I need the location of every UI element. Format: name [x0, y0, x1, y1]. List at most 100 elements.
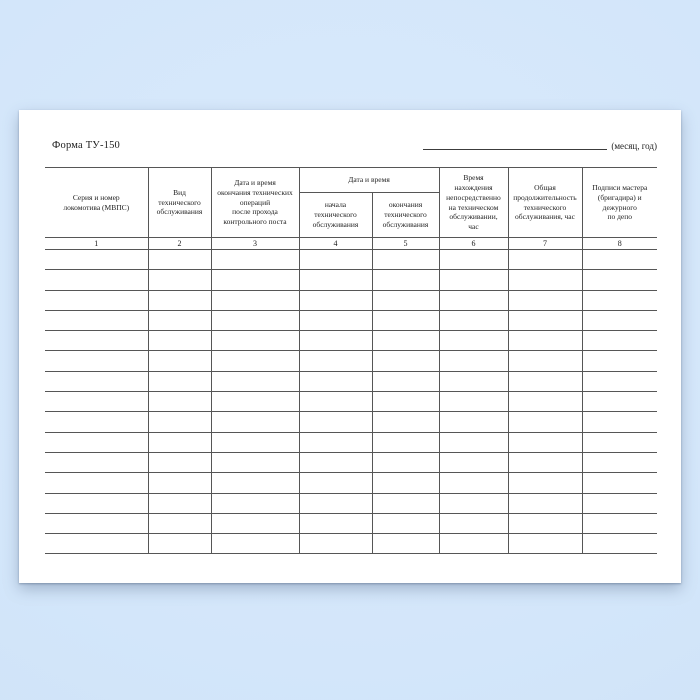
col-header-signatures: Подписи мастера (бригадира) и дежурного …: [581, 167, 657, 238]
empty-cell: [298, 411, 373, 433]
empty-cell: [507, 411, 583, 433]
empty-cell: [147, 370, 212, 393]
empty-cell: [210, 512, 300, 535]
column-number: 5: [371, 237, 440, 250]
column-number: 7: [507, 237, 583, 250]
col-header-maintenance-start: начала технического обслуживания: [298, 192, 373, 238]
empty-cell: [45, 451, 149, 474]
column-number: 8: [581, 237, 657, 250]
empty-cell: [210, 492, 300, 514]
table-row: [45, 350, 657, 372]
empty-cell: [507, 289, 583, 311]
empty-cell: [507, 533, 583, 555]
empty-cell: [210, 391, 300, 413]
col-header-service-type: Вид технического обслуживания: [147, 167, 212, 238]
empty-cell: [298, 492, 373, 514]
empty-cell: [298, 248, 373, 271]
empty-cell: [507, 492, 583, 514]
empty-cell: [147, 431, 212, 453]
empty-cell: [371, 350, 440, 372]
empty-cell: [581, 289, 657, 311]
empty-cell: [210, 289, 300, 311]
empty-cell: [581, 350, 657, 372]
empty-cell: [371, 309, 440, 332]
empty-cell: [45, 512, 149, 535]
empty-cell: [45, 289, 149, 311]
empty-cell: [438, 248, 509, 271]
empty-cell: [581, 248, 657, 271]
table-row: [45, 370, 657, 393]
empty-cell: [147, 451, 212, 474]
table-row: [45, 472, 657, 494]
empty-cell: [45, 411, 149, 433]
empty-cell: [581, 309, 657, 332]
table-row: [45, 533, 657, 555]
empty-cell: [210, 472, 300, 494]
empty-cell: [507, 370, 583, 393]
empty-cell: [147, 330, 212, 352]
empty-cell: [438, 391, 509, 413]
table-row: [45, 492, 657, 514]
empty-cell: [147, 512, 212, 535]
empty-cell: [438, 431, 509, 453]
table-row: [45, 289, 657, 311]
empty-cell: [581, 411, 657, 433]
empty-cell: [507, 451, 583, 474]
empty-cell: [45, 533, 149, 555]
empty-cell: [210, 370, 300, 393]
empty-cell: [438, 309, 509, 332]
empty-cell: [507, 350, 583, 372]
empty-cell: [507, 512, 583, 535]
empty-cell: [507, 269, 583, 291]
empty-cell: [147, 411, 212, 433]
empty-cell: [581, 512, 657, 535]
empty-cell: [371, 451, 440, 474]
table-row: [45, 512, 657, 535]
empty-cell: [147, 269, 212, 291]
column-number: 4: [298, 237, 373, 250]
empty-cell: [581, 269, 657, 291]
empty-cell: [147, 472, 212, 494]
empty-cell: [371, 289, 440, 311]
empty-cell: [507, 472, 583, 494]
empty-cell: [298, 431, 373, 453]
empty-cell: [298, 391, 373, 413]
maintenance-table: Серия и номер локомотива (МВПС) Вид техн…: [45, 167, 657, 555]
empty-cell: [581, 431, 657, 453]
empty-cell: [298, 370, 373, 393]
empty-cell: [45, 330, 149, 352]
empty-cell: [371, 269, 440, 291]
empty-cell: [210, 350, 300, 372]
empty-cell: [298, 269, 373, 291]
col-header-locomotive-series: Серия и номер локомотива (МВПС): [45, 167, 149, 238]
empty-cell: [147, 350, 212, 372]
empty-cell: [438, 492, 509, 514]
empty-cell: [210, 269, 300, 291]
empty-cell: [438, 269, 509, 291]
empty-cell: [147, 289, 212, 311]
table-header: Серия и номер локомотива (МВПС) Вид техн…: [45, 167, 657, 250]
empty-cell: [581, 330, 657, 352]
empty-cell: [438, 330, 509, 352]
empty-cell: [210, 431, 300, 453]
table-row: [45, 431, 657, 453]
empty-cell: [438, 533, 509, 555]
group-header-date-time: Дата и время: [298, 167, 440, 193]
column-numbers-row: 1 2 3 4 5 6 7 8: [45, 237, 657, 250]
empty-cell: [371, 330, 440, 352]
period-field: (месяц, год): [423, 137, 657, 151]
empty-cell: [371, 391, 440, 413]
empty-cell: [371, 472, 440, 494]
empty-cell: [45, 370, 149, 393]
empty-cell: [438, 512, 509, 535]
column-number: 6: [438, 237, 509, 250]
empty-cell: [438, 289, 509, 311]
empty-cell: [210, 330, 300, 352]
empty-cell: [298, 451, 373, 474]
period-label: (месяц, год): [611, 141, 657, 151]
form-title: Форма ТУ-150: [52, 140, 120, 151]
table-body: [45, 248, 657, 555]
empty-cell: [371, 411, 440, 433]
empty-cell: [45, 492, 149, 514]
